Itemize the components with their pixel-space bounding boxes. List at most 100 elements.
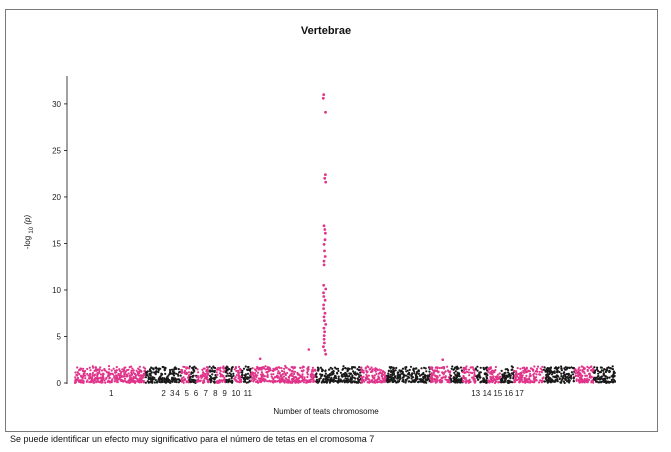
snp-point bbox=[362, 378, 365, 381]
snp-point bbox=[473, 371, 476, 374]
snp-point bbox=[170, 368, 174, 371]
snp-point bbox=[144, 376, 147, 379]
snp-point bbox=[516, 375, 519, 378]
snp-point bbox=[272, 369, 275, 372]
snp-point bbox=[364, 366, 367, 369]
snp-point bbox=[225, 375, 228, 378]
y-axis-label-argument: (p) bbox=[23, 215, 32, 225]
snp-point bbox=[332, 372, 335, 375]
snp-point bbox=[301, 373, 304, 376]
snp-point bbox=[586, 377, 589, 380]
snp-point bbox=[260, 371, 263, 374]
snp-point bbox=[476, 378, 480, 381]
snp-point bbox=[531, 368, 535, 371]
snp-point bbox=[444, 375, 447, 378]
snp-point bbox=[407, 380, 410, 383]
snp-point bbox=[344, 367, 347, 370]
snp-point bbox=[154, 378, 157, 381]
snp-point bbox=[83, 372, 86, 375]
snp-point bbox=[457, 367, 460, 370]
snp-point bbox=[524, 380, 527, 384]
snp-point bbox=[297, 372, 300, 376]
snp-point bbox=[172, 374, 176, 377]
snp-point bbox=[266, 380, 269, 383]
snp-point bbox=[560, 375, 563, 378]
snp-point bbox=[131, 367, 134, 370]
figure-frame bbox=[5, 9, 658, 432]
snp-point bbox=[98, 369, 101, 372]
snp-point bbox=[521, 381, 525, 384]
snp-point bbox=[130, 369, 133, 372]
snp-point bbox=[600, 375, 604, 378]
snp-point bbox=[244, 375, 247, 379]
snp-point bbox=[254, 372, 257, 375]
snp-point bbox=[286, 371, 289, 375]
snp-point bbox=[142, 376, 145, 379]
snp-point bbox=[109, 380, 113, 383]
snp-point bbox=[562, 380, 566, 383]
snp-point bbox=[321, 96, 325, 100]
snp-point bbox=[476, 369, 479, 372]
snp-point bbox=[360, 369, 363, 372]
snp-point bbox=[520, 371, 523, 374]
snp-point bbox=[333, 376, 336, 379]
snp-point bbox=[322, 337, 326, 341]
snp-point bbox=[498, 372, 501, 375]
snp-point bbox=[440, 379, 443, 382]
chromosome-label: 17 bbox=[515, 389, 524, 398]
snp-point bbox=[420, 367, 423, 370]
snp-point bbox=[204, 373, 207, 376]
snp-point bbox=[490, 380, 493, 383]
snp-point bbox=[129, 376, 132, 379]
snp-point bbox=[278, 372, 281, 375]
snp-point bbox=[322, 243, 326, 246]
snp-point bbox=[73, 381, 77, 384]
snp-point bbox=[610, 378, 613, 382]
snp-point bbox=[99, 366, 102, 369]
snp-point bbox=[258, 380, 261, 383]
snp-point bbox=[529, 379, 532, 382]
snp-point bbox=[554, 380, 557, 383]
snp-point bbox=[485, 377, 488, 380]
snp-point bbox=[348, 375, 351, 378]
snp-point bbox=[247, 365, 250, 369]
snp-point bbox=[215, 376, 218, 379]
snp-point bbox=[612, 376, 615, 379]
snp-point bbox=[348, 367, 351, 370]
snp-point bbox=[608, 370, 612, 373]
snp-point bbox=[292, 370, 295, 373]
snp-point bbox=[577, 368, 580, 371]
snp-point bbox=[91, 365, 94, 368]
snp-point bbox=[542, 368, 546, 371]
snp-point bbox=[180, 378, 183, 381]
snp-point bbox=[122, 370, 125, 373]
snp-point bbox=[331, 370, 334, 374]
snp-point bbox=[343, 374, 346, 378]
snp-point bbox=[349, 372, 352, 375]
snp-point bbox=[216, 373, 219, 376]
snp-point bbox=[358, 375, 361, 378]
snp-point bbox=[322, 307, 325, 310]
snp-point bbox=[93, 369, 96, 372]
snp-point bbox=[493, 377, 496, 381]
snp-point bbox=[86, 379, 89, 382]
snp-point bbox=[137, 373, 140, 376]
snp-point bbox=[107, 371, 110, 374]
snp-point bbox=[153, 371, 156, 374]
snp-point bbox=[564, 366, 567, 369]
snp-point bbox=[269, 380, 273, 383]
snp-point bbox=[596, 368, 599, 371]
snp-point bbox=[246, 368, 249, 372]
snp-point bbox=[574, 375, 577, 378]
snp-point bbox=[238, 371, 241, 374]
chromosome-label: 14 bbox=[483, 389, 492, 398]
snp-point bbox=[541, 368, 544, 372]
snp-point bbox=[608, 381, 611, 384]
snp-point bbox=[454, 366, 457, 369]
snp-point bbox=[323, 249, 326, 253]
snp-point bbox=[80, 379, 83, 382]
snp-point bbox=[144, 371, 148, 374]
snp-point bbox=[188, 365, 191, 368]
snp-point bbox=[114, 371, 117, 374]
